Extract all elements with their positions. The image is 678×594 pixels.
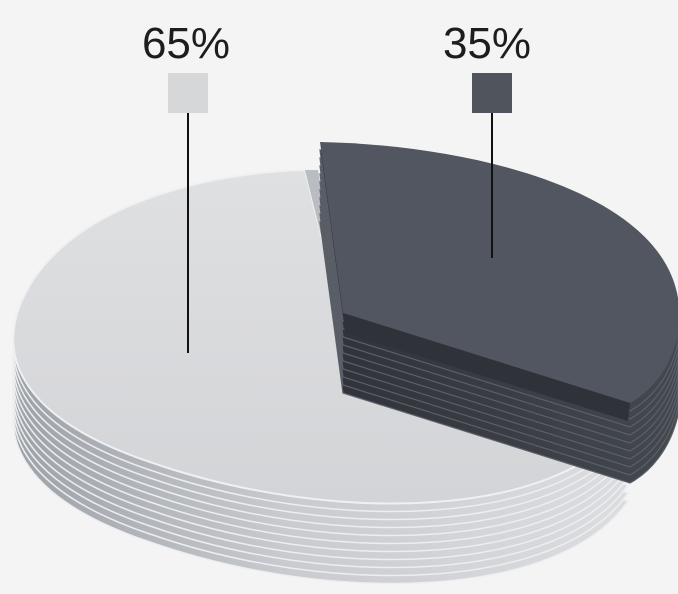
percent-label-65: 65% (142, 19, 230, 68)
percent-label-35: 35% (443, 19, 531, 68)
pie-slice-35 (319, 142, 678, 484)
legend-swatch-35 (472, 73, 512, 113)
legend-swatch-65 (168, 73, 208, 113)
